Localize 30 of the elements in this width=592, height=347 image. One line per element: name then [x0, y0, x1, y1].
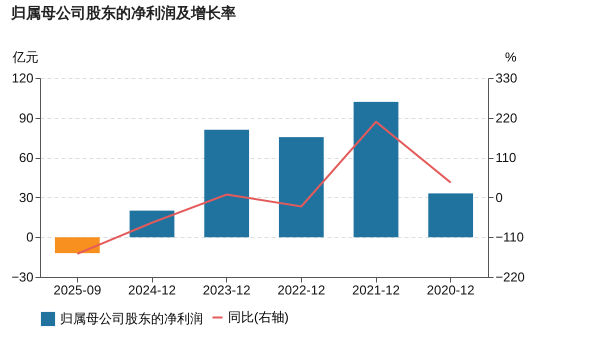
line-series [76, 120, 452, 255]
bar [354, 102, 398, 238]
x-tick-label: 2021-12 [352, 282, 400, 298]
x-tick-label: 2023-12 [202, 282, 251, 298]
x-tick-label: 2024-12 [128, 282, 176, 298]
bar [278, 137, 324, 238]
legend-label: 归属母公司股东的净利润 [60, 311, 203, 326]
y-tick-label: 90 [19, 110, 34, 126]
y2-tick-label: 0 [496, 190, 503, 205]
y2-tick-label: −110 [496, 230, 524, 245]
y-tick-label: 0 [26, 230, 34, 245]
bar [204, 130, 250, 238]
y2-tick-label: −220 [496, 270, 525, 284]
y-tick-label: −30 [11, 270, 34, 284]
y-axis-title: 亿元 [12, 50, 38, 64]
chart-title: 归属母公司股东的净利润及增长率 [10, 4, 236, 22]
x-tick-label: 2022-12 [277, 282, 326, 298]
legend-label: 同比(右轴) [228, 310, 289, 324]
bar [130, 210, 174, 238]
x-tick-label: 2020-12 [426, 282, 475, 298]
y2-tick-label: 220 [496, 110, 518, 126]
y-tick-label: 60 [19, 150, 34, 166]
bar [428, 193, 474, 238]
y2-tick-label: 330 [496, 70, 518, 86]
y-tick-label: 30 [19, 190, 34, 205]
y2-axis-title: % [504, 50, 517, 64]
y2-tick-label: 110 [496, 150, 516, 166]
y-tick-label: 120 [12, 70, 34, 86]
x-tick-label: 2025-09 [53, 282, 102, 298]
bar [54, 237, 100, 254]
